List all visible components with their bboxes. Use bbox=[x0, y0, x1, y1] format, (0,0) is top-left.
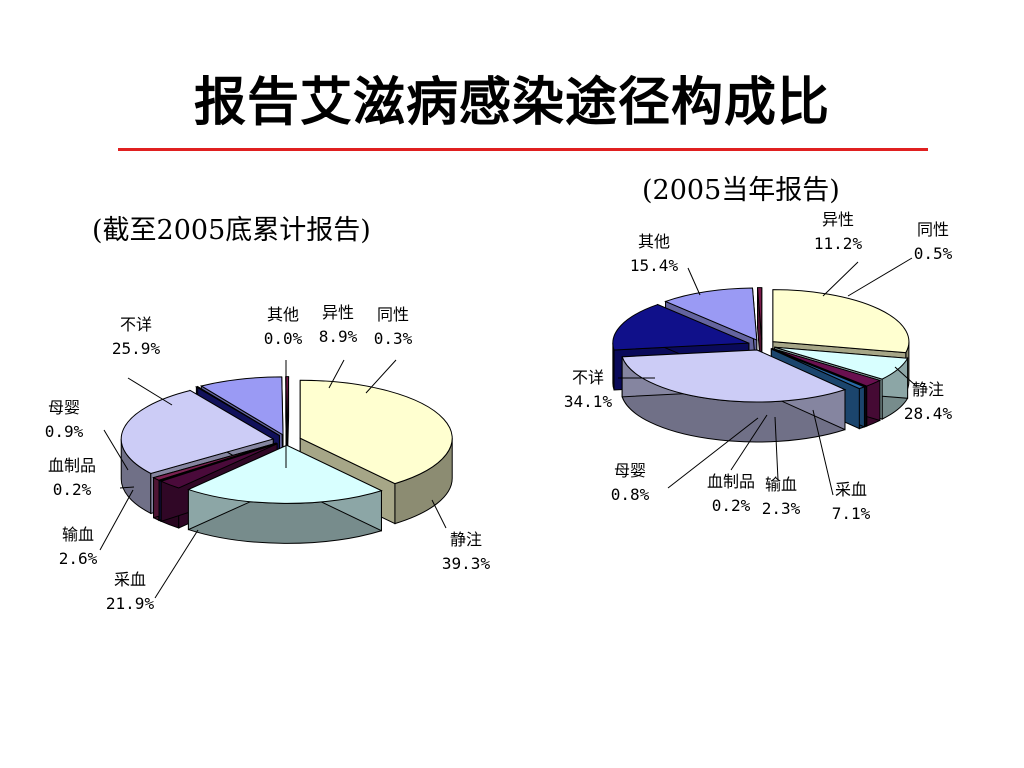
slice-value-0-6: 0.0% bbox=[264, 329, 303, 348]
pie-slice-1-5 bbox=[621, 349, 847, 443]
leader-line-1-8 bbox=[847, 257, 913, 297]
leader-line-0-0 bbox=[431, 499, 447, 529]
leader-line-1-0 bbox=[894, 366, 916, 386]
slice-value-1-4: 0.8% bbox=[611, 485, 650, 504]
slice-label-1-3: 血制品 bbox=[707, 472, 755, 491]
slice-label-0-4: 母婴 bbox=[48, 398, 80, 417]
slice-value-0-2: 2.6% bbox=[59, 549, 98, 568]
slice-label-1-4: 母婴 bbox=[614, 461, 646, 480]
leader-line-0-5 bbox=[127, 377, 173, 406]
pie-slice-0-1 bbox=[187, 444, 383, 544]
slice-value-1-7: 11.2% bbox=[814, 234, 863, 253]
slice-label-1-8: 同性 bbox=[917, 220, 949, 239]
pie-labels: 静注 39.3% 采血 21.9% 输血 2.6% 血制品 0.2% 母婴 0.9% 不详 25.9%… bbox=[45, 210, 953, 613]
slice-label-0-6: 其他 bbox=[267, 305, 299, 324]
leader-line-1-6 bbox=[687, 267, 701, 296]
slice-label-0-1: 采血 bbox=[114, 570, 146, 589]
leader-line-0-2 bbox=[99, 489, 134, 551]
slice-value-0-5: 25.9% bbox=[112, 339, 161, 358]
slice-value-1-5: 34.1% bbox=[564, 392, 613, 411]
leader-line-1-7 bbox=[822, 261, 859, 297]
slice-value-1-2: 2.3% bbox=[762, 499, 801, 518]
slice-label-1-6: 其他 bbox=[638, 232, 670, 251]
slice-label-1-2: 输血 bbox=[765, 475, 797, 494]
leader-line-1-3 bbox=[730, 414, 768, 471]
slice-value-1-0: 28.4% bbox=[904, 404, 953, 423]
slice-label-0-3: 血制品 bbox=[48, 456, 96, 475]
slice-label-0-8: 同性 bbox=[377, 305, 409, 324]
slice-label-0-2: 输血 bbox=[62, 525, 94, 544]
leader-line-1-4 bbox=[667, 417, 759, 489]
slice-label-1-7: 异性 bbox=[822, 210, 854, 229]
slice-value-0-1: 21.9% bbox=[106, 594, 155, 613]
leader-line-0-3 bbox=[119, 486, 135, 489]
leader-line-1-2 bbox=[774, 416, 779, 481]
slice-label-0-0: 静注 bbox=[450, 530, 482, 549]
slice-value-0-4: 0.9% bbox=[45, 422, 84, 441]
pie-chart-left bbox=[120, 376, 453, 544]
chart-right-subtitle: (2005当年报告) bbox=[642, 175, 840, 206]
slice-value-0-0: 39.3% bbox=[442, 554, 491, 573]
slice-label-1-1: 采血 bbox=[835, 480, 867, 499]
slice-value-1-3: 0.2% bbox=[712, 496, 751, 515]
slice-label-1-5: 不详 bbox=[572, 368, 604, 387]
slice-label-0-7: 异性 bbox=[322, 303, 354, 322]
slice-value-1-8: 0.5% bbox=[914, 244, 953, 263]
slice-label-0-5: 不详 bbox=[120, 315, 152, 334]
title-rule bbox=[118, 148, 928, 151]
page-title: 报告艾滋病感染途径构成比 bbox=[193, 73, 830, 133]
slice-value-1-1: 7.1% bbox=[832, 504, 871, 523]
leader-line-0-8 bbox=[365, 359, 397, 394]
slice-value-0-7: 8.9% bbox=[319, 327, 358, 346]
slice-value-1-6: 15.4% bbox=[630, 256, 679, 275]
leader-line-1-1 bbox=[812, 409, 834, 496]
leader-line-0-7 bbox=[328, 359, 345, 389]
leader-line-0-1 bbox=[154, 529, 199, 599]
slice-label-1-0: 静注 bbox=[912, 380, 944, 399]
pie-chart-right bbox=[612, 287, 910, 443]
slice-value-0-8: 0.3% bbox=[374, 329, 413, 348]
leader-line-0-4 bbox=[103, 429, 129, 471]
slice-value-0-3: 0.2% bbox=[53, 480, 92, 499]
chart-left-subtitle: (截至2005底累计报告) bbox=[92, 215, 371, 246]
